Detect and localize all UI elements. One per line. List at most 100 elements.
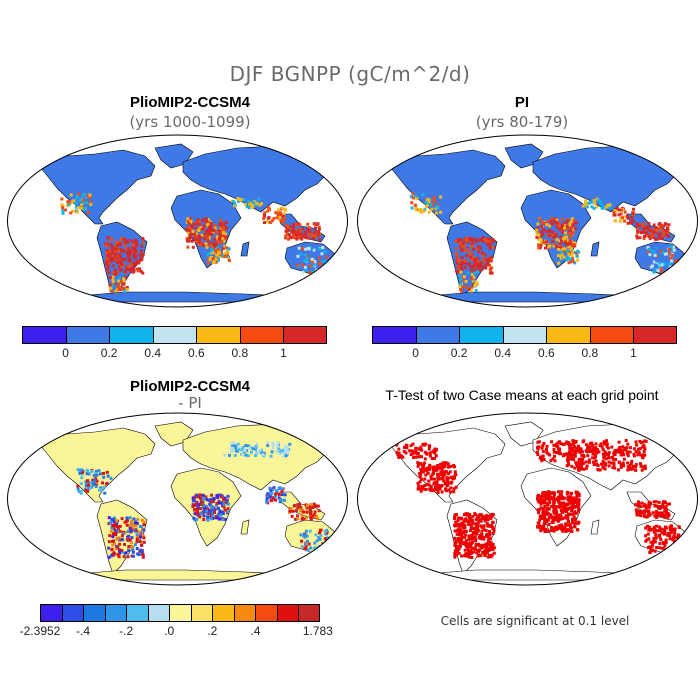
grid-cell xyxy=(201,500,205,504)
grid-cell xyxy=(90,470,94,473)
grid-cell xyxy=(651,230,655,234)
grid-cell xyxy=(480,533,484,537)
grid-cell xyxy=(310,270,314,274)
grid-cell xyxy=(118,253,122,257)
grid-cell xyxy=(647,528,651,532)
colorbar-tick-label: -.2 xyxy=(119,624,134,638)
grid-cell xyxy=(475,543,479,547)
grid-cell xyxy=(304,235,308,239)
colorbar-tick-label: -.4 xyxy=(76,624,91,638)
grid-cell xyxy=(550,491,554,495)
grid-cell xyxy=(651,233,655,237)
grid-cell xyxy=(237,199,240,203)
grid-cell xyxy=(590,444,594,448)
grid-cell xyxy=(489,548,493,551)
colorbar-swatch xyxy=(233,604,256,622)
grid-cell xyxy=(557,524,561,528)
grid-cell xyxy=(640,468,644,472)
grid-cell xyxy=(559,495,563,499)
grid-cell xyxy=(114,247,118,251)
grid-cell xyxy=(473,264,477,268)
grid-cell xyxy=(570,464,574,468)
grid-cell xyxy=(618,450,622,454)
grid-cell xyxy=(456,537,460,541)
grid-cell xyxy=(301,263,305,267)
grid-cell xyxy=(206,515,210,519)
grid-cell xyxy=(565,492,569,496)
grid-cell xyxy=(444,461,448,465)
grid-cell xyxy=(79,470,83,474)
grid-cell xyxy=(671,245,675,249)
grid-cell xyxy=(89,202,93,206)
grid-cell xyxy=(471,536,474,539)
grid-cell xyxy=(481,515,484,519)
grid-cell xyxy=(111,278,115,282)
grid-cell xyxy=(466,547,470,551)
grid-cell xyxy=(672,533,676,537)
grid-cell xyxy=(642,236,646,240)
grid-cell xyxy=(412,456,416,459)
grid-cell xyxy=(576,258,580,262)
grid-cell xyxy=(588,446,591,450)
grid-cell xyxy=(460,537,464,541)
grid-cell xyxy=(456,528,460,532)
grid-cell xyxy=(626,468,630,472)
grid-cell xyxy=(325,530,329,534)
grid-cell xyxy=(195,234,199,238)
grid-cell xyxy=(653,253,657,257)
grid-cell xyxy=(109,243,113,247)
grid-cell xyxy=(315,539,319,543)
grid-cell xyxy=(489,268,493,272)
grid-cell xyxy=(419,477,423,481)
grid-cell xyxy=(251,201,255,205)
continent-madagascar xyxy=(240,519,250,535)
grid-cell xyxy=(261,453,265,457)
grid-cell xyxy=(455,522,459,526)
grid-cell xyxy=(101,481,104,485)
grid-cell xyxy=(489,238,493,242)
grid-cell xyxy=(187,229,191,233)
grid-cell xyxy=(317,271,321,274)
grid-cell xyxy=(206,507,209,511)
grid-cell xyxy=(549,459,553,463)
grid-cell xyxy=(658,235,662,239)
grid-cell xyxy=(233,204,236,208)
grid-cell xyxy=(660,531,664,535)
grid-cell xyxy=(584,467,588,470)
grid-cell xyxy=(202,224,206,228)
grid-cell xyxy=(676,533,680,537)
grid-cell xyxy=(413,194,417,198)
grid-cell xyxy=(422,443,426,447)
grid-cell xyxy=(271,446,275,449)
grid-cell xyxy=(535,232,539,236)
grid-cell xyxy=(75,210,79,214)
grid-cell xyxy=(326,542,330,546)
grid-cell xyxy=(312,248,316,252)
grid-cell xyxy=(577,447,581,451)
grid-cell xyxy=(572,243,576,247)
grid-cell xyxy=(664,526,668,530)
grid-cell xyxy=(204,495,208,499)
grid-cell xyxy=(537,521,541,525)
grid-cell xyxy=(539,243,543,247)
colorbar-swatch xyxy=(126,604,148,622)
grid-cell xyxy=(198,515,202,519)
grid-cell xyxy=(76,194,80,198)
grid-cell xyxy=(625,450,629,454)
grid-cell xyxy=(215,501,219,505)
grid-cell xyxy=(637,447,640,451)
grid-cell xyxy=(644,526,648,530)
grid-cell xyxy=(660,236,664,240)
grid-cell xyxy=(288,442,292,446)
grid-cell xyxy=(649,549,653,553)
grid-cell xyxy=(457,238,461,242)
grid-cell xyxy=(284,234,288,238)
grid-cell xyxy=(266,494,270,498)
grid-cell xyxy=(109,259,113,263)
grid-cell xyxy=(582,455,586,459)
grid-cell xyxy=(217,249,221,253)
grid-cell xyxy=(654,500,658,504)
grid-cell xyxy=(637,451,641,454)
grid-cell xyxy=(60,197,64,201)
grid-cell xyxy=(648,528,652,532)
